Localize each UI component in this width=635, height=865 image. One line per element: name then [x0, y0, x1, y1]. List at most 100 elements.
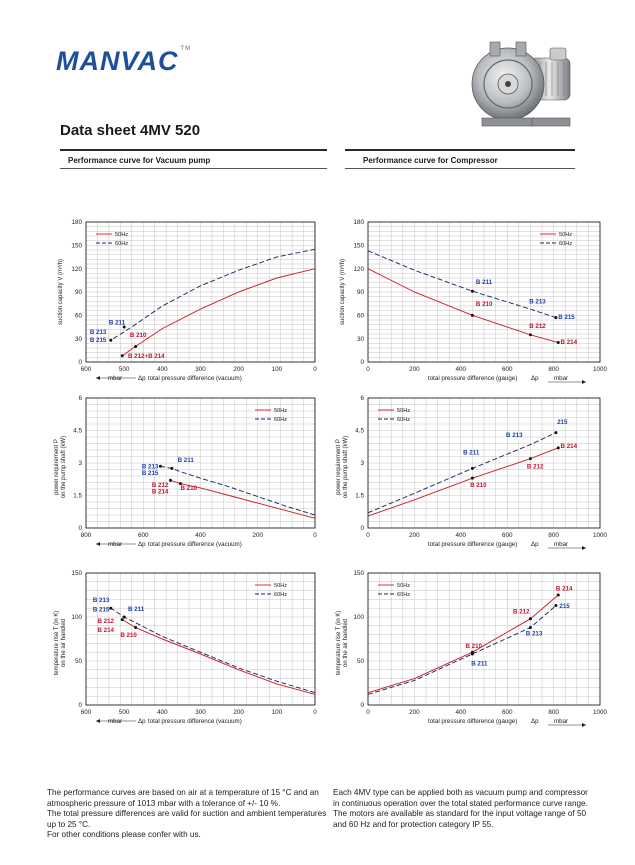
divider	[345, 168, 575, 169]
divider	[60, 149, 327, 151]
model-label: 215	[559, 603, 570, 610]
x-axis-title: total pressure difference (vacuum)	[148, 718, 242, 725]
data-point	[554, 604, 558, 608]
x-axis-title: total pressure difference (gauge)	[428, 541, 517, 548]
model-label: B 211	[476, 279, 493, 286]
x-tick-label: 0	[366, 709, 370, 716]
legend-label: 50Hz	[397, 583, 410, 589]
data-point	[134, 344, 138, 348]
model-label: B 210	[476, 301, 493, 308]
model-label: B 211	[178, 457, 195, 464]
data-point	[470, 466, 474, 470]
x-axis-title: total pressure difference (gauge)	[428, 718, 517, 725]
y-tick-label: 150	[71, 570, 82, 577]
y-tick-label: 180	[353, 219, 364, 226]
x-axis-unit: mbar	[108, 375, 122, 382]
chart-compressor-power: 0 200 400 600 800 1000 0 1.5 3 4.5 6 total pressure…	[336, 395, 608, 550]
series-line-60Hz	[110, 607, 316, 694]
y-axis-title: power requirement Pon the pump shaft (kW…	[54, 436, 67, 498]
model-label: B 213	[90, 329, 107, 336]
y-tick-label: 4.5	[73, 428, 82, 435]
x-axis-unit: mbar	[554, 718, 568, 725]
x-axis-symbol: Δp	[531, 718, 539, 725]
legend-label: 50Hz	[115, 232, 128, 238]
x-axis-symbol: Δp	[531, 375, 539, 382]
x-tick-label: 600	[502, 709, 513, 716]
x-tick-label: 800	[548, 709, 559, 716]
x-tick-label: 600	[502, 366, 513, 373]
legend: 50Hz 60Hz	[96, 232, 128, 247]
legend-label: 60Hz	[274, 592, 287, 598]
legend-label: 50Hz	[559, 232, 572, 238]
x-tick-label: 400	[456, 532, 467, 539]
x-tick-label: 600	[138, 532, 149, 539]
y-tick-label: 6	[360, 395, 364, 402]
y-tick-label: 0	[78, 525, 82, 532]
data-point	[170, 466, 174, 470]
x-tick-label: 200	[409, 532, 420, 539]
legend: 50Hz 60Hz	[540, 232, 572, 247]
x-tick-label: 1000	[593, 532, 608, 539]
model-label: B 212	[529, 323, 546, 330]
chart-vacuum-power: 800 600 400 200 0 0 1.5 3 4.5 6 total pressure dif…	[54, 395, 317, 548]
x-axis-arrowhead	[582, 723, 586, 727]
x-axis-arrowhead	[96, 542, 100, 546]
model-label: B 214	[561, 443, 578, 450]
y-tick-label: 0	[360, 359, 364, 366]
x-tick-label: 400	[456, 366, 467, 373]
legend-label: 50Hz	[274, 408, 287, 414]
data-point	[470, 313, 474, 317]
y-tick-label: 100	[353, 614, 364, 621]
y-axis-title-line: on the air handled	[343, 619, 349, 667]
x-axis-unit: mbar	[554, 541, 568, 548]
model-label: B 215	[90, 337, 107, 344]
data-point	[122, 325, 126, 329]
y-tick-label: 60	[75, 313, 83, 320]
model-label: B 215	[142, 470, 159, 477]
data-point	[556, 446, 560, 450]
legend-label: 50Hz	[397, 408, 410, 414]
divider	[60, 168, 327, 169]
x-axis-arrowhead	[582, 546, 586, 550]
y-axis-title-line: on the pump shaft (kW)	[343, 436, 349, 498]
series-line-60Hz	[367, 605, 557, 695]
x-tick-label: 200	[233, 366, 244, 373]
x-tick-label: 600	[81, 366, 92, 373]
y-tick-label: 150	[353, 243, 364, 250]
x-tick-label: 200	[252, 532, 263, 539]
x-tick-label: 200	[409, 709, 420, 716]
x-tick-label: 0	[313, 709, 317, 716]
x-tick-label: 500	[119, 366, 130, 373]
data-point	[109, 338, 113, 342]
y-tick-label: 180	[71, 219, 82, 226]
x-tick-label: 0	[313, 532, 317, 539]
y-axis-title-line: on the pump shaft (kW)	[61, 436, 67, 498]
series-line-50Hz	[367, 594, 559, 694]
y-axis-title-line: temperature rise T (in K)	[54, 611, 60, 676]
y-tick-label: 90	[75, 289, 83, 296]
model-label: 215	[557, 419, 568, 426]
model-label: B 214	[561, 339, 578, 346]
y-axis-title: suction capacity V (m³/h)	[340, 259, 346, 325]
y-tick-label: 150	[71, 243, 82, 250]
y-tick-label: 50	[75, 658, 83, 665]
footer-note: Each 4MV type can be applied both as vac…	[333, 788, 588, 829]
plot-frame	[367, 397, 601, 529]
logo-text: MANVAC	[56, 46, 179, 76]
model-label: B 212	[513, 608, 530, 615]
x-tick-label: 400	[157, 709, 168, 716]
x-axis-unit: mbar	[108, 541, 122, 548]
y-axis-title: suction capacity V (m³/h)	[58, 259, 64, 325]
x-tick-label: 100	[272, 709, 283, 716]
series-line-50Hz	[122, 268, 316, 357]
legend-label: 60Hz	[397, 592, 410, 598]
data-point	[556, 341, 560, 345]
series-line-60Hz	[110, 248, 316, 341]
legend: 50Hz 60Hz	[378, 408, 410, 423]
data-point	[158, 464, 162, 468]
data-point	[556, 593, 560, 597]
model-label: B 211	[109, 320, 126, 327]
x-tick-label: 800	[548, 366, 559, 373]
model-label: B 210	[470, 482, 487, 489]
section-title-compressor: Performance curve for Compressor	[363, 156, 498, 165]
